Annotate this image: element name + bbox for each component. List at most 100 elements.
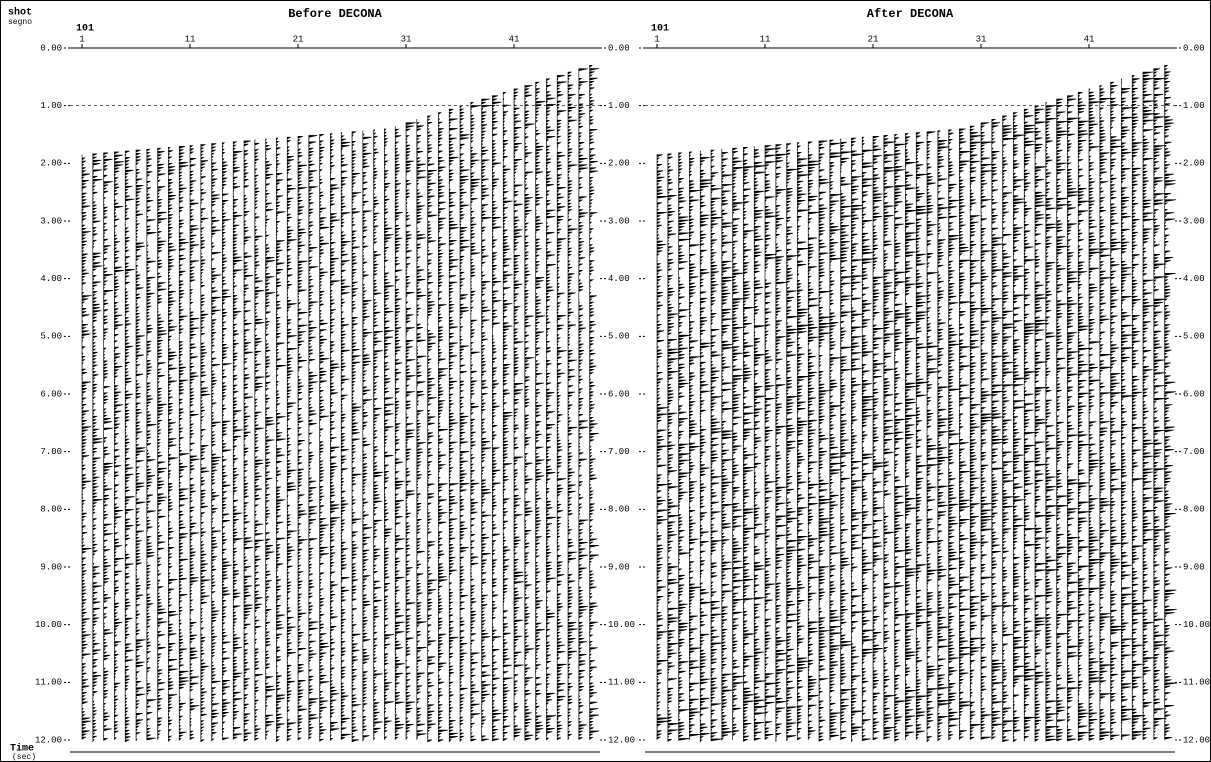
trace — [937, 130, 951, 742]
trace — [861, 136, 875, 742]
trace — [232, 141, 243, 740]
y-tick-label: 9.00 — [608, 562, 630, 572]
y-tick-label: 12.00 — [608, 735, 635, 745]
trace — [980, 122, 994, 740]
trace — [667, 153, 681, 742]
y-tick-label: 10.00 — [35, 620, 62, 630]
trace — [721, 148, 735, 741]
y-tick-label: 1.00 — [40, 101, 62, 111]
trace — [103, 152, 114, 741]
trace — [872, 136, 886, 741]
trace — [319, 134, 330, 742]
trace — [1142, 71, 1156, 741]
y-tick-label: 5.00 — [40, 332, 62, 342]
y-tick-label: 4.00 — [608, 274, 630, 284]
trace — [276, 137, 287, 743]
trace — [764, 145, 778, 741]
trace — [926, 131, 940, 743]
trace — [416, 119, 427, 740]
y-tick-label: 3.00 — [40, 216, 62, 226]
trace — [351, 131, 362, 743]
trace — [883, 135, 897, 740]
trace — [535, 81, 546, 741]
trace — [786, 143, 800, 741]
first-trace-label: 101 — [651, 24, 669, 35]
y-tick-label: 10.00 — [608, 620, 635, 630]
trace — [254, 139, 265, 741]
trace — [578, 68, 589, 740]
y-tick-label: 3.00 — [1183, 216, 1205, 226]
trace — [1002, 115, 1016, 743]
trace — [1164, 65, 1178, 740]
trace — [92, 153, 103, 743]
x-tick-label: 11 — [185, 34, 196, 44]
trace — [948, 129, 962, 741]
trace — [743, 147, 756, 742]
x-tick-label: 21 — [868, 34, 879, 44]
trace — [1077, 92, 1091, 742]
trace — [157, 147, 168, 740]
y-tick-label: 5.00 — [1183, 332, 1205, 342]
trace — [753, 146, 767, 741]
trace — [546, 78, 557, 741]
trace — [135, 149, 146, 742]
x-tick-label: 11 — [760, 34, 771, 44]
trace — [1088, 88, 1102, 741]
y-tick-label: 4.00 — [1183, 274, 1205, 284]
trace — [1110, 81, 1124, 741]
trace — [1056, 98, 1069, 742]
trace — [243, 140, 254, 742]
panel-title: Before DECONA — [288, 7, 382, 21]
trace — [178, 146, 189, 742]
y-tick-label: 10.00 — [1183, 620, 1210, 630]
y-tick-label: 1.00 — [608, 101, 630, 111]
y-tick-label: 11.00 — [1183, 678, 1210, 688]
x-tick-label: 31 — [401, 34, 412, 44]
trace — [689, 151, 702, 740]
trace — [1099, 85, 1113, 741]
y-tick-label: 3.00 — [608, 216, 630, 226]
trace — [991, 119, 1005, 740]
y-tick-label: 11.00 — [608, 678, 635, 688]
trace — [405, 122, 416, 741]
trace — [362, 130, 373, 742]
x-tick-label: 21 — [293, 34, 304, 44]
trace — [459, 105, 470, 743]
trace — [1034, 105, 1048, 742]
trace — [124, 150, 135, 743]
y-tick-label: 0.00 — [608, 43, 630, 53]
trace — [732, 147, 746, 740]
x-tick-label: 41 — [509, 34, 520, 44]
trace — [502, 92, 513, 742]
trace — [1131, 75, 1145, 741]
trace — [851, 137, 864, 742]
trace — [1023, 108, 1037, 742]
y-tick-label: 7.00 — [40, 447, 62, 457]
time-label: Time — [10, 743, 34, 755]
trace — [524, 85, 535, 741]
trace — [297, 136, 308, 741]
trace — [340, 132, 351, 740]
y-tick-label: 1.00 — [1183, 101, 1205, 111]
trace — [556, 75, 567, 741]
y-tick-label: 2.00 — [608, 159, 630, 169]
trace — [1013, 112, 1026, 743]
trace — [470, 102, 481, 742]
y-tick-label: 8.00 — [1183, 505, 1205, 515]
y-tick-label: 8.00 — [40, 505, 62, 515]
y-tick-label: 6.00 — [608, 389, 630, 399]
trace — [894, 134, 908, 742]
panel-title: After DECONA — [867, 7, 954, 21]
trace — [969, 125, 983, 740]
trace — [513, 88, 524, 741]
trace — [589, 65, 600, 740]
y-tick-label: 4.00 — [40, 274, 62, 284]
trace — [1067, 95, 1080, 742]
trace — [114, 151, 125, 741]
trace — [1153, 68, 1167, 741]
y-tick-label: 2.00 — [40, 159, 62, 169]
time-unit: (sec) — [12, 753, 36, 762]
trace — [959, 128, 972, 740]
y-tick-label: 0.00 — [1183, 43, 1205, 53]
trace — [710, 149, 724, 742]
